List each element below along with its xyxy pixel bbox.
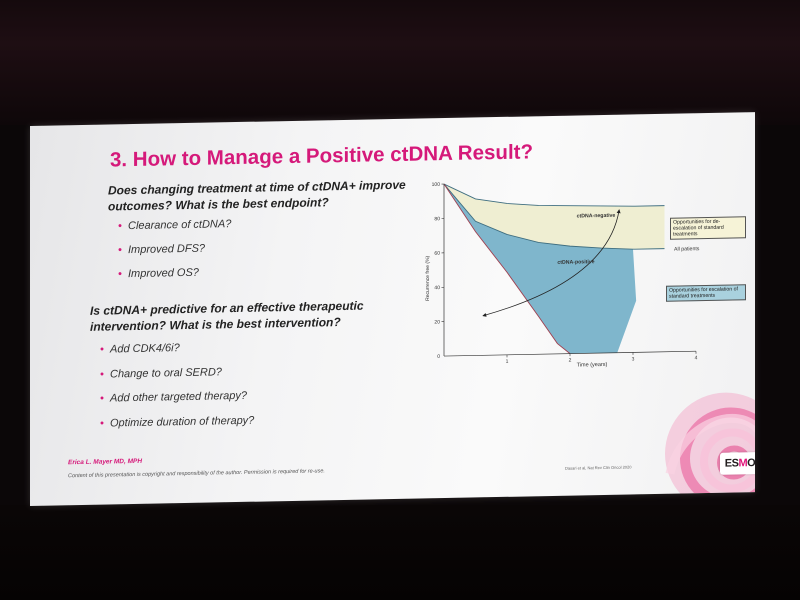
slide-title: 3. How to Manage a Positive ctDNA Result… (110, 140, 533, 172)
annotation-de-escalation: Opportunities for de-escalation of stand… (670, 216, 746, 240)
y-axis-label: Recurrence free (%) (425, 255, 431, 300)
x-tick-label: 4 (695, 355, 698, 361)
label-ctdna-negative: ctDNA-negative (577, 213, 616, 220)
y-tick-label: 0 (437, 354, 440, 360)
annotation-escalation: Opportunities for escalation of standard… (666, 284, 746, 302)
escalation-arrow (482, 209, 621, 317)
bullet-item: Change to oral SERD? (110, 365, 254, 392)
author-name: Erica L. Mayer MD, MPH (68, 457, 143, 467)
label-ctdna-positive: ctDNA-positive (557, 259, 594, 266)
recurrence-chart: 1 2 3 4 20 40 60 80 100 0 Recurrence free (%) Tim… (425, 182, 700, 369)
x-tick-label: 3 (632, 356, 635, 362)
bullet-list-1: Clearance of ctDNA? Improved DFS? Improv… (128, 218, 231, 292)
bullet-item: Optimize duration of therapy? (110, 414, 254, 441)
esmo-logo: ES M O (720, 451, 755, 475)
label-all-patients: All patients (674, 246, 700, 252)
stage-background-bottom (0, 505, 800, 600)
x-axis-label: Time (years) (577, 362, 608, 369)
projection-screen: 3. How to Manage a Positive ctDNA Result… (30, 112, 755, 507)
curve-ctdna-negative (443, 183, 665, 207)
question-2: Is ctDNA+ predictive for an effective th… (90, 298, 364, 334)
ctdna-negative-area (444, 184, 665, 250)
bullet-item: Improved DFS? (128, 242, 231, 268)
y-tick-label: 60 (434, 251, 440, 257)
x-tick-label: 1 (506, 359, 509, 365)
y-tick-label: 100 (432, 182, 441, 188)
bullet-item: Clearance of ctDNA? (128, 218, 231, 244)
copyright-notice: Content of this presentation is copyrigh… (68, 468, 325, 480)
bullet-item: Add CDK4/6i? (110, 341, 254, 368)
bullet-item: Add other targeted therapy? (110, 390, 254, 417)
bullet-list-2: Add CDK4/6i? Change to oral SERD? Add ot… (110, 341, 254, 442)
y-tick-label: 80 (434, 216, 440, 222)
x-tick-label: 2 (569, 358, 572, 364)
bullet-item: Improved OS? (128, 266, 231, 292)
stage-background-top (0, 0, 800, 125)
y-tick-label: 40 (434, 285, 440, 291)
question-1: Does changing treatment at time of ctDNA… (108, 177, 406, 214)
citation: Dasari et al, Nat Rev Clin Oncol 2020 (565, 464, 632, 471)
y-tick-label: 20 (434, 319, 440, 325)
